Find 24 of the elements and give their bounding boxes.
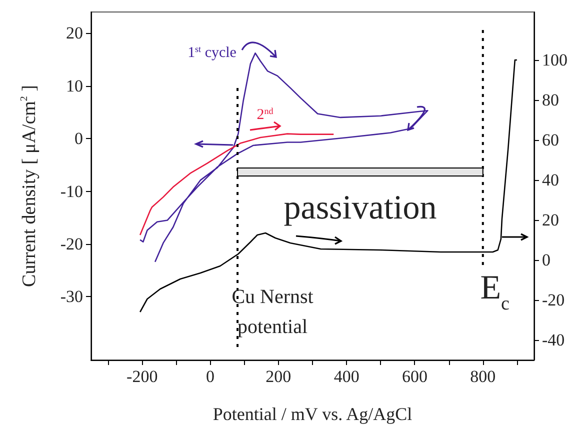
y-tick-label: 10: [66, 76, 83, 96]
y2-tick-label: 100: [542, 50, 568, 70]
x-tick-label: 400: [334, 367, 360, 386]
y2-tick-label: 20: [542, 210, 559, 230]
ref-line-label: Cu Nernst potential: [232, 286, 314, 338]
y2-tick-label: 0: [542, 250, 550, 270]
y-tick-label: 20: [66, 24, 83, 43]
x-tick-label: 200: [266, 367, 292, 386]
x-tick-label: 600: [402, 367, 428, 386]
y2-tick-label: -40: [542, 330, 565, 350]
y-tick-label: -20: [60, 234, 83, 254]
y2-tick-label: 40: [542, 170, 559, 190]
x-tick-label: 800: [470, 367, 496, 386]
y-tick-label: -30: [60, 287, 83, 306]
y-tick-label: -10: [60, 182, 83, 201]
x-axis-title: Potential / mV vs. Ag/AgCl: [212, 404, 412, 424]
y2-tick-label: 80: [542, 90, 559, 110]
x-tick-label: 0: [206, 367, 215, 386]
x-tick-label: -200: [126, 367, 158, 386]
y2-tick-label: -20: [542, 290, 565, 310]
y-tick-label: 0: [74, 129, 83, 148]
annotation: passivation: [284, 190, 437, 226]
y-axis-title: Current density [ μA/cm2 ]: [18, 85, 40, 287]
y2-tick-label: 60: [542, 130, 559, 150]
